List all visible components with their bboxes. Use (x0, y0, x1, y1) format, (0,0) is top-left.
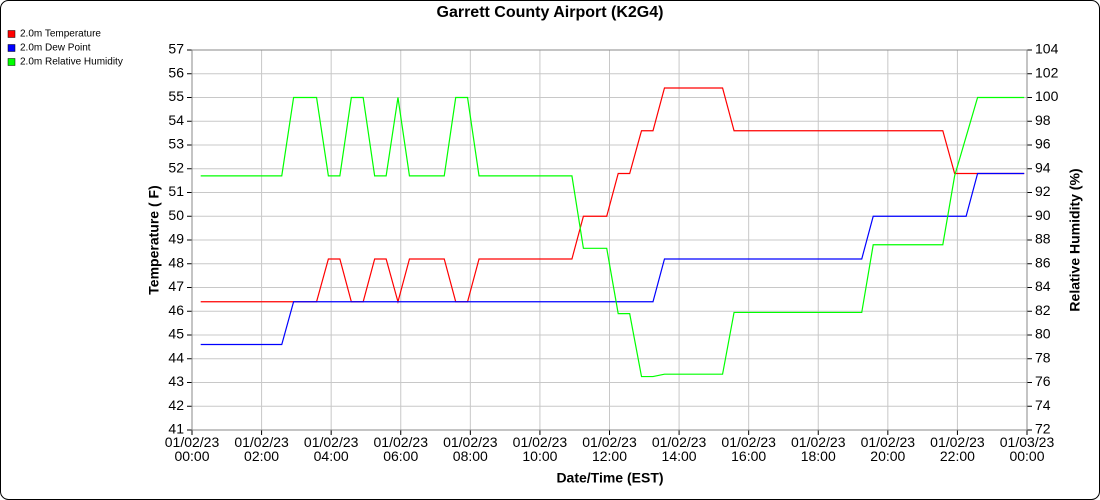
x-tick-label: 01/02/23 10:00 (512, 434, 568, 464)
y-tick-label: 46 (168, 302, 184, 318)
y2-tick-label: 94 (1035, 159, 1051, 175)
x-tick-label: 01/03/23 00:00 (999, 434, 1055, 464)
x-axis-label: Date/Time (EST) (556, 470, 663, 486)
y-tick-label: 51 (168, 183, 184, 199)
legend-label: 2.0m Relative Humidity (20, 57, 123, 68)
series-line (200, 96, 1025, 378)
x-tick-label: 01/02/23 08:00 (443, 434, 498, 464)
y-tick-label: 54 (168, 112, 184, 128)
y-tick-label: 43 (168, 373, 184, 389)
y-tick-label: 48 (168, 254, 184, 270)
y-tick-label: 45 (168, 326, 184, 342)
y2-axis-label: Relative Humidity (%) (1067, 168, 1083, 311)
y2-tick-label: 78 (1035, 349, 1051, 365)
x-tick-label: 01/02/23 02:00 (234, 434, 289, 464)
x-tick-label: 01/02/23 06:00 (373, 434, 429, 464)
legend-label: 2.0m Dew Point (20, 43, 91, 54)
y-tick-label: 56 (168, 64, 184, 80)
y-tick-label: 47 (168, 278, 184, 294)
y-tick-label: 53 (168, 136, 184, 152)
y2-tick-label: 88 (1035, 231, 1051, 247)
y2-tick-label: 98 (1035, 112, 1051, 128)
legend-label: 2.0m Temperature (20, 29, 101, 40)
x-tick-label: 01/02/23 00:00 (164, 434, 220, 464)
y2-tick-label: 90 (1035, 207, 1051, 223)
y2-tick-label: 72 (1035, 421, 1051, 437)
series-line (200, 172, 1025, 346)
y-tick-label: 55 (168, 88, 184, 104)
y-tick-label: 44 (168, 349, 184, 365)
y-tick-label: 41 (168, 421, 184, 437)
legend-swatch (7, 30, 16, 38)
x-tick-label: 01/02/23 04:00 (303, 434, 359, 464)
x-tick-label: 01/02/23 14:00 (651, 434, 707, 464)
y2-tick-label: 100 (1035, 88, 1059, 104)
legend-swatch (7, 58, 16, 66)
y2-tick-label: 92 (1035, 183, 1051, 199)
y2-tick-label: 86 (1035, 254, 1051, 270)
y2-tick-label: 80 (1035, 326, 1051, 342)
x-tick-label: 01/02/23 22:00 (930, 434, 985, 464)
chart-title: Garrett County Airport (K2G4) (437, 4, 664, 21)
y-tick-label: 42 (168, 397, 184, 413)
y2-tick-label: 76 (1035, 373, 1051, 389)
x-tick-label: 01/02/23 16:00 (721, 434, 776, 464)
y2-tick-label: 84 (1035, 278, 1051, 294)
x-tick-label: 01/02/23 12:00 (582, 434, 637, 464)
y2-tick-label: 96 (1035, 136, 1051, 152)
y-axis-label: Temperature ( F) (146, 185, 162, 294)
y-tick-label: 50 (168, 207, 184, 223)
x-tick-label: 01/02/23 18:00 (791, 434, 846, 464)
y-tick-label: 52 (168, 159, 184, 175)
legend-swatch (7, 44, 16, 52)
plot-border (191, 49, 1028, 431)
y2-tick-label: 104 (1035, 41, 1059, 57)
y2-tick-label: 82 (1035, 302, 1051, 318)
y-tick-label: 57 (168, 41, 184, 57)
x-tick-label: 01/02/23 20:00 (860, 434, 916, 464)
y2-tick-label: 74 (1035, 397, 1051, 413)
y-tick-label: 49 (168, 231, 184, 247)
y2-tick-label: 102 (1035, 64, 1059, 80)
